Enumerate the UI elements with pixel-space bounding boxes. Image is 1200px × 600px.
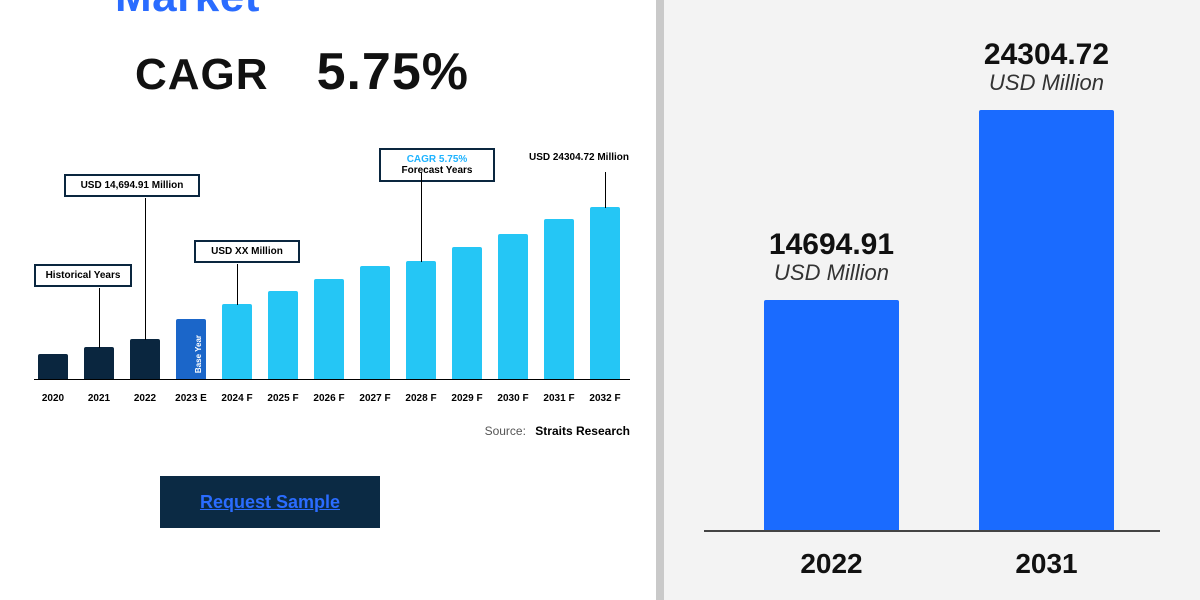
bar-label: 2029 F (444, 393, 490, 404)
bar-label: 2032 F (582, 393, 628, 404)
bar-2028f (406, 261, 436, 379)
chart-baseline (34, 379, 630, 380)
big-bar-units: USD Million (744, 260, 919, 286)
bar-2030f (498, 234, 528, 379)
request-sample-button[interactable]: Request Sample (160, 476, 380, 528)
bar-2020 (38, 354, 68, 379)
page-title-fragment: Market (115, 0, 260, 22)
bar-2029f (452, 247, 482, 379)
chart-callout: USD 14,694.91 Million (64, 174, 200, 197)
chart-callout: USD 24304.72 Million (518, 148, 640, 167)
source-label: Source: (485, 424, 526, 438)
callout-leader (237, 264, 238, 305)
callout-leader (605, 172, 606, 208)
bar-2031f (544, 219, 574, 379)
bar-label: 2020 (30, 393, 76, 404)
callout-leader (145, 198, 146, 340)
chart-callout: USD XX Million (194, 240, 300, 263)
bar-2021 (84, 347, 114, 379)
vertical-divider (656, 0, 664, 600)
bar-2022 (130, 339, 160, 379)
big-bar-2022 (764, 300, 899, 530)
forecast-bar-chart: 2020202120222023 E2024 F2025 F2026 F2027… (34, 144, 630, 424)
bar-2025f (268, 291, 298, 379)
left-panel: Market CAGR 5.75% 2020202120222023 E2024… (0, 0, 648, 600)
big-bar-units: USD Million (959, 70, 1134, 96)
comparison-bar-chart: 202214694.91USD Million203124304.72USD M… (704, 0, 1160, 600)
bar-2026f (314, 279, 344, 379)
bar-label: 2030 F (490, 393, 536, 404)
callout-leader (421, 172, 422, 262)
big-chart-baseline (704, 530, 1160, 532)
chart-callout: CAGR 5.75%Forecast Years (379, 148, 495, 182)
callout-leader (99, 288, 100, 348)
bar-label: 2023 E (168, 393, 214, 404)
big-bar-year: 2022 (764, 548, 899, 580)
bar-label: 2027 F (352, 393, 398, 404)
bar-label: 2021 (76, 393, 122, 404)
bar-label: 2031 F (536, 393, 582, 404)
right-panel: 202214694.91USD Million203124304.72USD M… (664, 0, 1200, 600)
bar-label: 2026 F (306, 393, 352, 404)
base-year-label: Base Year (194, 334, 203, 374)
big-bar-2031 (979, 110, 1114, 530)
big-bar-value: 24304.72 (959, 38, 1134, 72)
bar-label: 2022 (122, 393, 168, 404)
bar-label: 2025 F (260, 393, 306, 404)
bar-label: 2024 F (214, 393, 260, 404)
chart-source: Source: Straits Research (34, 424, 630, 438)
cagr-value: 5.75% (317, 42, 469, 102)
bar-2024f (222, 304, 252, 379)
cagr-label: CAGR (135, 50, 269, 100)
bar-2032f (590, 207, 620, 379)
big-bar-year: 2031 (979, 548, 1114, 580)
source-value: Straits Research (535, 424, 630, 438)
chart-callout: Historical Years (34, 264, 132, 287)
bar-label: 2028 F (398, 393, 444, 404)
cagr-headline: CAGR 5.75% (135, 42, 469, 102)
bar-2027f (360, 266, 390, 379)
big-bar-value: 14694.91 (744, 228, 919, 262)
